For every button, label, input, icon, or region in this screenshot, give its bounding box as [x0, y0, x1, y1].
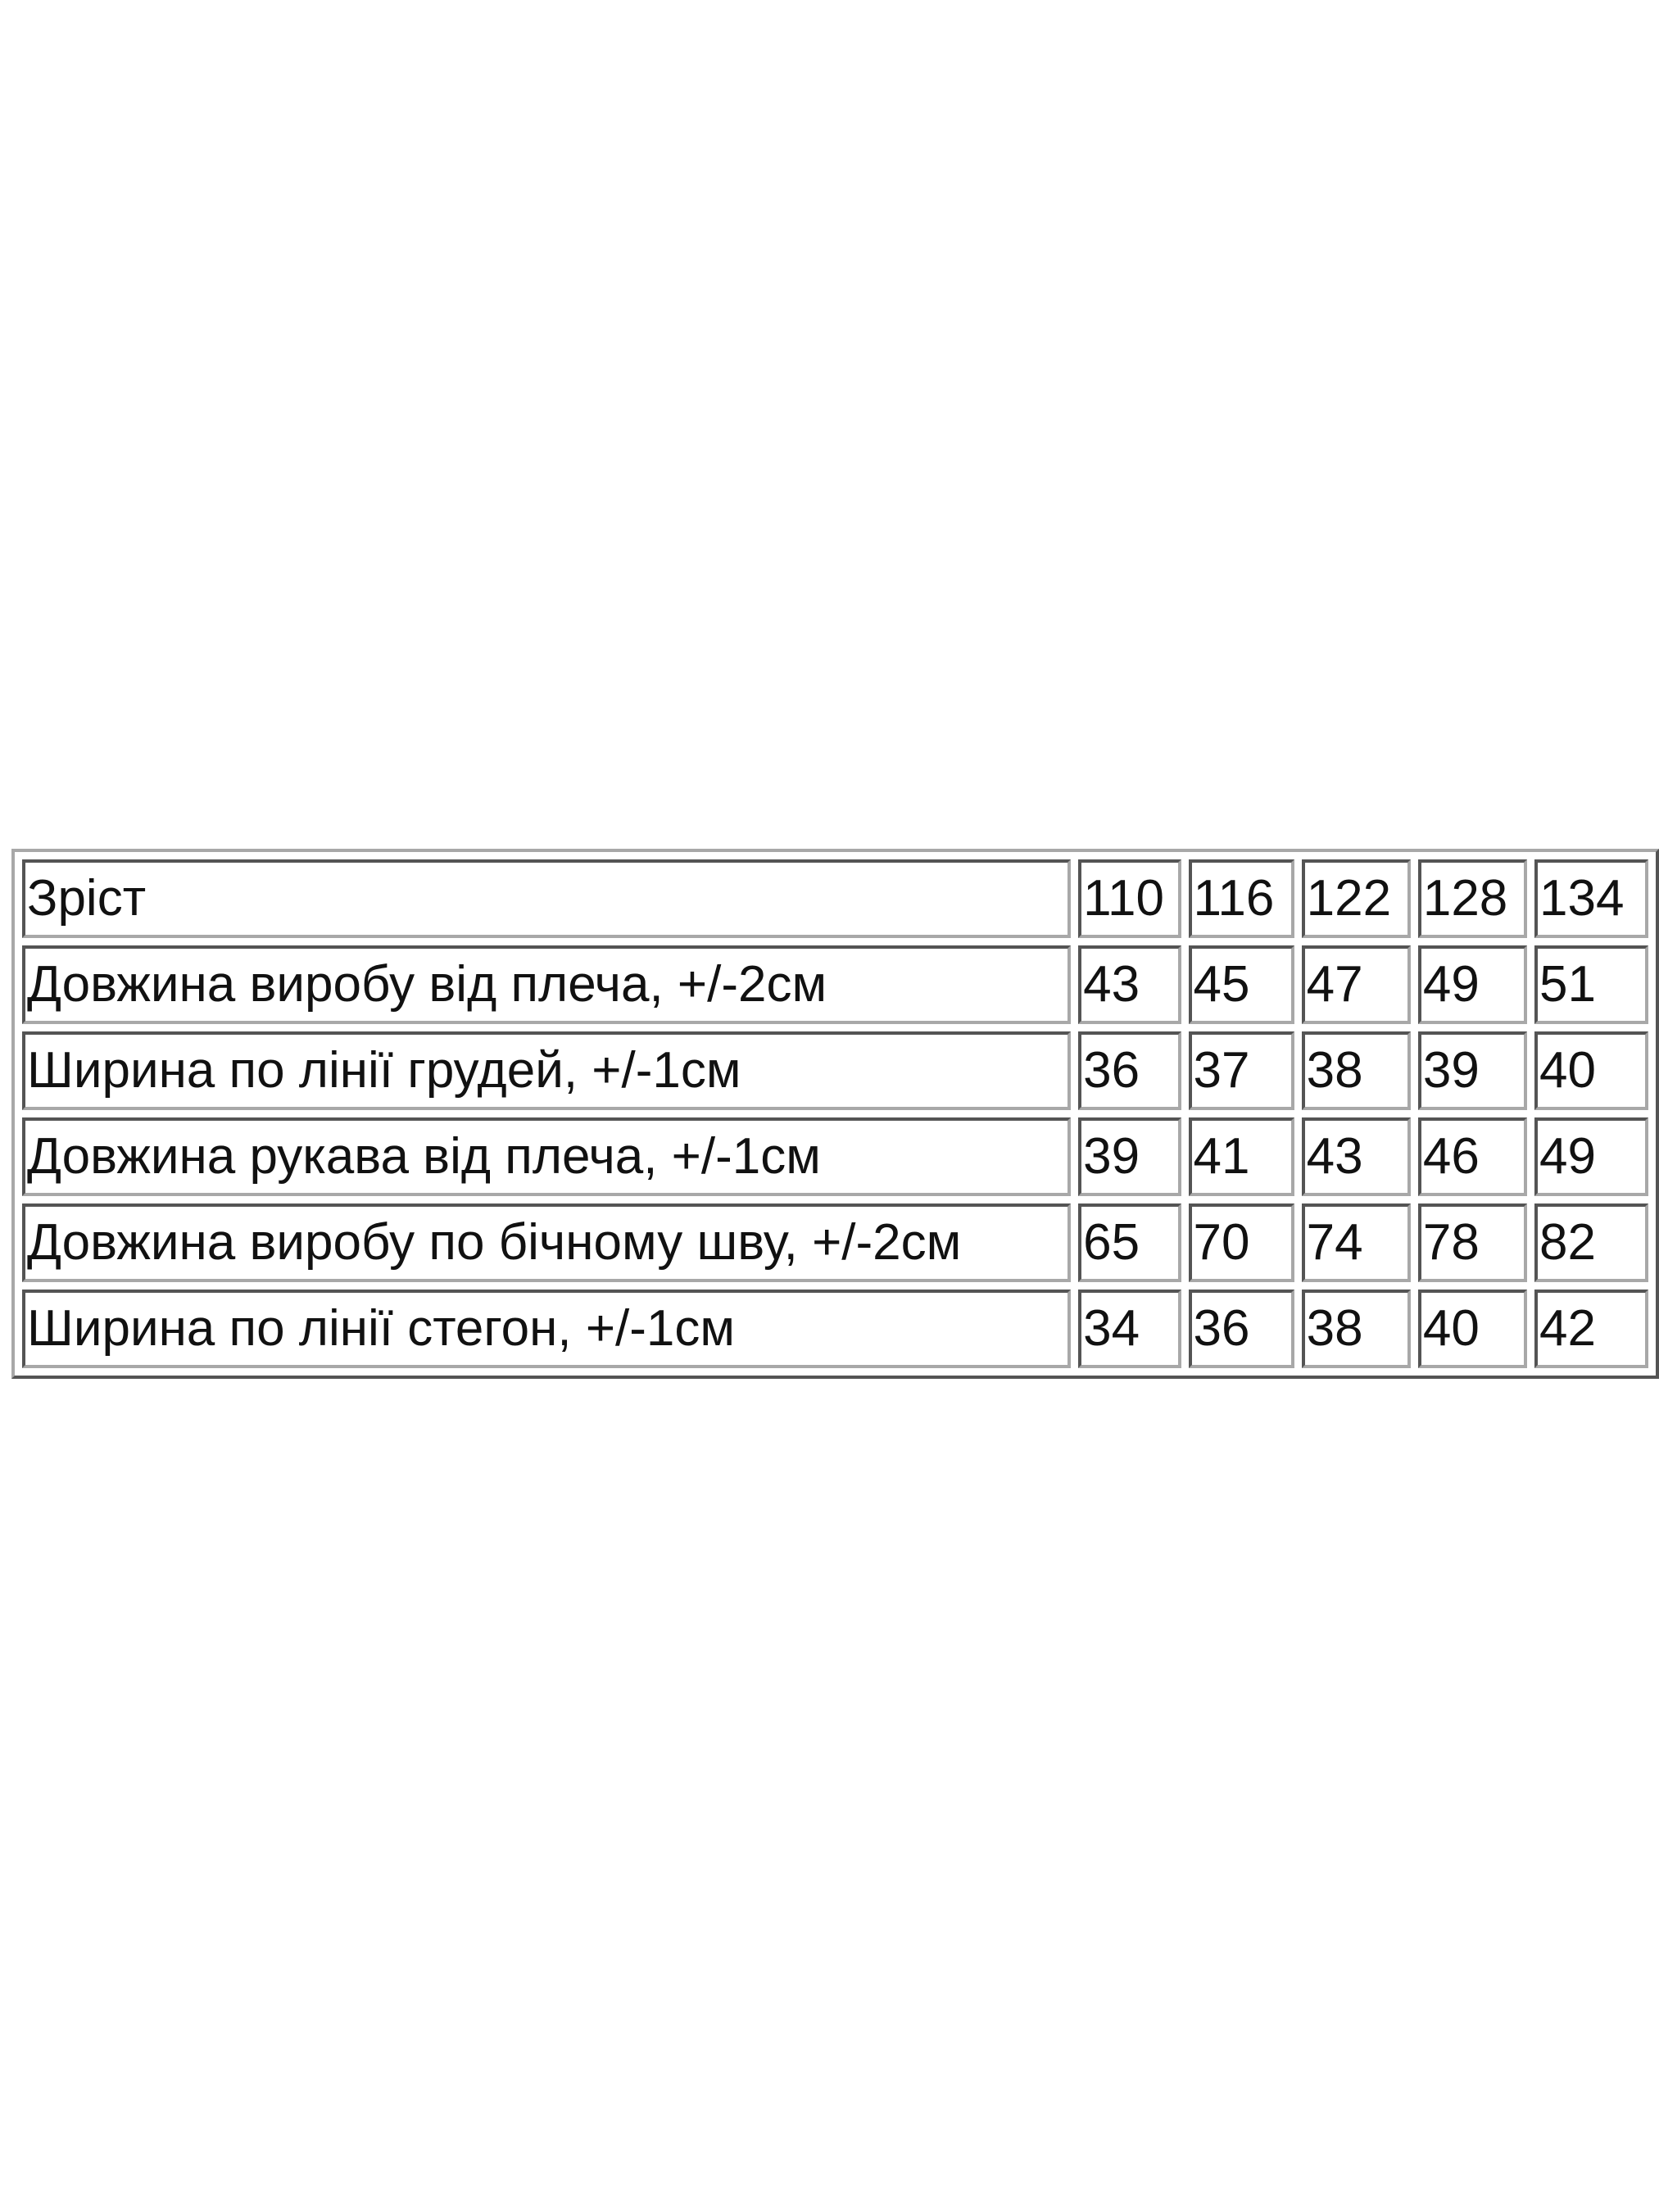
size-value-cell: 49: [1417, 945, 1528, 1024]
size-value-cell: 134: [1534, 859, 1648, 938]
table-row: Довжина виробу від плеча, +/-2см 43 45 47 49…: [22, 945, 1648, 1024]
size-value-cell: 38: [1301, 1290, 1411, 1368]
size-value-cell: 37: [1188, 1031, 1294, 1110]
size-value-cell: 122: [1301, 859, 1411, 938]
row-label: Зріст: [22, 859, 1072, 938]
size-value-cell: 47: [1301, 945, 1411, 1024]
size-value-cell: 36: [1188, 1290, 1294, 1368]
size-value-cell: 42: [1534, 1290, 1648, 1368]
size-value-cell: 70: [1188, 1203, 1294, 1282]
size-value-cell: 110: [1078, 859, 1181, 938]
size-value-cell: 39: [1078, 1117, 1181, 1196]
size-value-cell: 43: [1301, 1117, 1411, 1196]
size-value-cell: 46: [1417, 1117, 1528, 1196]
row-label: Ширина по лінії грудей, +/-1см: [22, 1031, 1072, 1110]
size-value-cell: 43: [1078, 945, 1181, 1024]
size-value-cell: 49: [1534, 1117, 1648, 1196]
size-value-cell: 65: [1078, 1203, 1181, 1282]
table-row: Довжина виробу по бічному шву, +/-2см 65 7…: [22, 1203, 1648, 1282]
size-value-cell: 41: [1188, 1117, 1294, 1196]
size-value-cell: 82: [1534, 1203, 1648, 1282]
size-value-cell: 40: [1534, 1031, 1648, 1110]
row-label: Довжина виробу від плеча, +/-2см: [22, 945, 1072, 1024]
size-value-cell: 34: [1078, 1290, 1181, 1368]
row-label: Довжина рукава від плеча, +/-1см: [22, 1117, 1072, 1196]
size-value-cell: 128: [1417, 859, 1528, 938]
size-value-cell: 74: [1301, 1203, 1411, 1282]
size-value-cell: 116: [1188, 859, 1294, 938]
row-label: Ширина по лінії стегон, +/-1см: [22, 1290, 1072, 1368]
size-value-cell: 38: [1301, 1031, 1411, 1110]
table-row: Ширина по лінії грудей, +/-1см 36 37 38 39 40: [22, 1031, 1648, 1110]
size-value-cell: 45: [1188, 945, 1294, 1024]
size-value-cell: 40: [1417, 1290, 1528, 1368]
size-value-cell: 78: [1417, 1203, 1528, 1282]
row-label: Довжина виробу по бічному шву, +/-2см: [22, 1203, 1072, 1282]
size-chart-table: Зріст 110 116 122 128 134 Довжина виробу від п…: [11, 849, 1659, 1379]
size-value-cell: 36: [1078, 1031, 1181, 1110]
table-row: Довжина рукава від плеча, +/-1см 39 41 43 46…: [22, 1117, 1648, 1196]
header-row-height: Зріст 110 116 122 128 134: [22, 859, 1648, 938]
table-row: Ширина по лінії стегон, +/-1см 34 36 38 40 42: [22, 1290, 1648, 1368]
size-value-cell: 39: [1417, 1031, 1528, 1110]
size-value-cell: 51: [1534, 945, 1648, 1024]
